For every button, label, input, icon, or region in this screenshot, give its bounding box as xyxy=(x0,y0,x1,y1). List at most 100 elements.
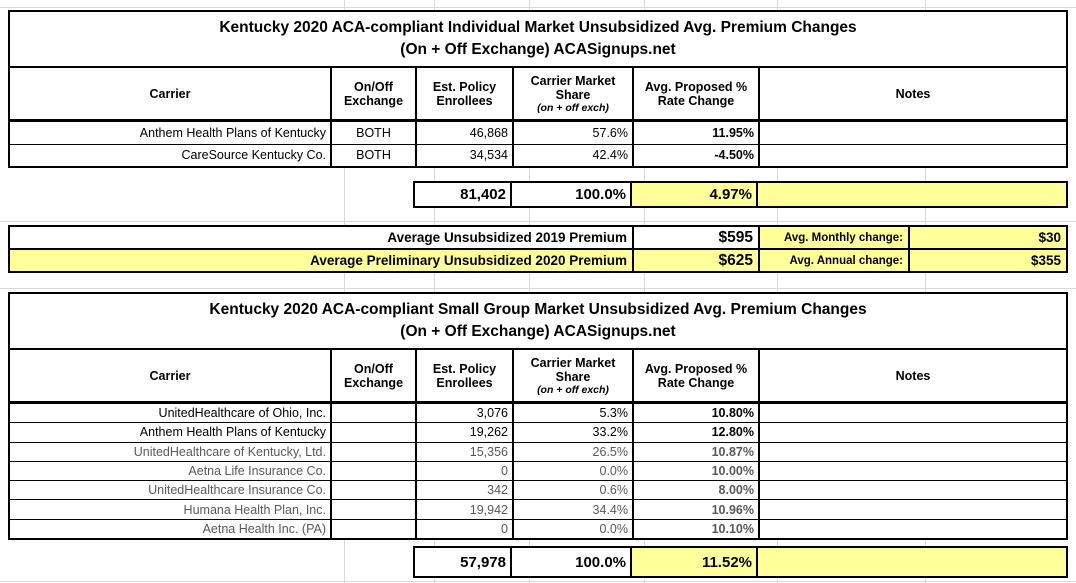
annual-change-label[interactable]: Avg. Annual change: xyxy=(760,250,910,271)
share-cell[interactable]: 5.3% xyxy=(514,404,634,423)
header-market-share-note: (on + off exch) xyxy=(537,101,609,114)
grid-vline xyxy=(925,0,926,583)
rate-cell[interactable]: 12.80% xyxy=(634,423,760,442)
header-market-share[interactable]: Carrier Market Share (on + off exch) xyxy=(514,68,634,119)
premium-2019-value[interactable]: $595 xyxy=(634,227,760,248)
annual-change-value[interactable]: $355 xyxy=(910,250,1066,271)
carrier-cell[interactable]: Anthem Health Plans of Kentucky xyxy=(10,122,332,144)
exchange-cell[interactable] xyxy=(332,519,417,539)
rate-cell[interactable]: 10.10% xyxy=(634,519,760,539)
enrollees-cell[interactable]: 19,942 xyxy=(417,500,514,519)
grid-hline xyxy=(0,581,1076,582)
premium-2020-label[interactable]: Average Preliminary Unsubsidized 2020 Pr… xyxy=(10,250,634,271)
notes-cell[interactable] xyxy=(760,462,1066,480)
share-cell[interactable]: 0.6% xyxy=(514,481,634,500)
header-enrollees[interactable]: Est. Policy Enrollees xyxy=(417,350,514,401)
enrollees-cell[interactable]: 46,868 xyxy=(417,122,514,144)
notes-cell[interactable] xyxy=(760,520,1066,538)
rate-cell[interactable]: 11.95% xyxy=(634,122,760,144)
table-row: UnitedHealthcare of Ohio, Inc. 3,076 5.3… xyxy=(10,403,1066,423)
notes-cell[interactable] xyxy=(760,145,1066,167)
exchange-cell[interactable] xyxy=(332,481,417,500)
exchange-cell[interactable] xyxy=(332,461,417,481)
total-notes-cell[interactable] xyxy=(758,183,1066,206)
premium-2020-value[interactable]: $625 xyxy=(634,250,760,271)
header-market-share[interactable]: Carrier Market Share (on + off exch) xyxy=(514,350,634,401)
header-notes[interactable]: Notes xyxy=(895,368,931,383)
exchange-cell[interactable]: BOTH xyxy=(332,144,417,166)
title-line-2: (On + Off Exchange) ACASignups.net xyxy=(400,323,676,340)
header-carrier[interactable]: Carrier xyxy=(10,350,332,401)
notes-cell[interactable] xyxy=(760,481,1066,499)
notes-cell[interactable] xyxy=(760,443,1066,461)
share-cell[interactable]: 57.6% xyxy=(514,122,634,144)
carrier-cell[interactable]: Aetna Health Inc. (PA) xyxy=(10,519,332,539)
premium-2019-row: Average Unsubsidized 2019 Premium $595 A… xyxy=(10,227,1066,250)
total-rate-cell[interactable]: 11.52% xyxy=(632,548,758,576)
header-carrier[interactable]: Carrier xyxy=(10,68,332,119)
monthly-change-value[interactable]: $30 xyxy=(910,227,1066,248)
notes-cell[interactable] xyxy=(760,404,1066,422)
premium-2019-label[interactable]: Average Unsubsidized 2019 Premium xyxy=(10,227,634,248)
individual-table-title[interactable]: Kentucky 2020 ACA-compliant Individual M… xyxy=(10,12,1066,68)
header-enrollees[interactable]: Est. Policy Enrollees xyxy=(417,68,514,119)
notes-cell[interactable] xyxy=(760,500,1066,518)
small-group-totals-row: 57,978 100.0% 11.52% xyxy=(413,546,1068,578)
header-notes[interactable]: Notes xyxy=(895,86,931,101)
share-cell[interactable]: 34.4% xyxy=(514,500,634,519)
table-row: Humana Health Plan, Inc. 19,942 34.4% 10… xyxy=(10,499,1066,519)
header-market-share-label: Carrier Market Share xyxy=(530,73,616,102)
share-cell[interactable]: 26.5% xyxy=(514,442,634,461)
total-share-cell[interactable]: 100.0% xyxy=(512,183,632,206)
enrollees-cell[interactable]: 15,356 xyxy=(417,442,514,461)
notes-cell[interactable] xyxy=(760,423,1066,441)
total-share-cell[interactable]: 100.0% xyxy=(512,548,632,576)
grid-hline xyxy=(0,7,1076,8)
carrier-cell[interactable]: Humana Health Plan, Inc. xyxy=(10,500,332,519)
notes-cell[interactable] xyxy=(760,122,1066,144)
share-cell[interactable]: 33.2% xyxy=(514,423,634,442)
title-line-1: Kentucky 2020 ACA-compliant Small Group … xyxy=(209,301,867,318)
total-enrollees-cell[interactable]: 81,402 xyxy=(415,183,512,206)
rate-cell[interactable]: 8.00% xyxy=(634,481,760,500)
header-exchange[interactable]: On/Off Exchange xyxy=(332,350,417,401)
rate-cell[interactable]: 10.00% xyxy=(634,461,760,481)
rate-cell[interactable]: 10.87% xyxy=(634,442,760,461)
enrollees-cell[interactable]: 3,076 xyxy=(417,404,514,423)
enrollees-cell[interactable]: 19,262 xyxy=(417,423,514,442)
carrier-cell[interactable]: Aetna Life Insurance Co. xyxy=(10,461,332,481)
carrier-cell[interactable]: UnitedHealthcare Insurance Co. xyxy=(10,481,332,500)
grid-vline xyxy=(644,0,645,583)
header-exchange[interactable]: On/Off Exchange xyxy=(332,68,417,119)
small-group-market-table: Kentucky 2020 ACA-compliant Small Group … xyxy=(8,292,1068,541)
enrollees-cell[interactable]: 34,534 xyxy=(417,144,514,166)
exchange-cell[interactable] xyxy=(332,500,417,519)
carrier-cell[interactable]: UnitedHealthcare of Kentucky, Ltd. xyxy=(10,442,332,461)
small-group-table-title[interactable]: Kentucky 2020 ACA-compliant Small Group … xyxy=(10,294,1066,350)
individual-header-row: Carrier On/Off Exchange Est. Policy Enro… xyxy=(10,68,1066,121)
rate-cell[interactable]: 10.96% xyxy=(634,500,760,519)
exchange-cell[interactable] xyxy=(332,404,417,423)
carrier-cell[interactable]: CareSource Kentucky Co. xyxy=(10,144,332,166)
rate-cell[interactable]: -4.50% xyxy=(634,144,760,166)
table-row: Aetna Health Inc. (PA) 0 0.0% 10.10% xyxy=(10,518,1066,539)
enrollees-cell[interactable]: 342 xyxy=(417,481,514,500)
share-cell[interactable]: 0.0% xyxy=(514,461,634,481)
monthly-change-label[interactable]: Avg. Monthly change: xyxy=(760,227,910,248)
rate-cell[interactable]: 10.80% xyxy=(634,404,760,423)
carrier-cell[interactable]: Anthem Health Plans of Kentucky xyxy=(10,423,332,442)
carrier-cell[interactable]: UnitedHealthcare of Ohio, Inc. xyxy=(10,404,332,423)
share-cell[interactable]: 42.4% xyxy=(514,144,634,166)
enrollees-cell[interactable]: 0 xyxy=(417,461,514,481)
header-rate-change[interactable]: Avg. Proposed % Rate Change xyxy=(634,350,760,401)
individual-market-table: Kentucky 2020 ACA-compliant Individual M… xyxy=(8,10,1068,168)
exchange-cell[interactable]: BOTH xyxy=(332,122,417,144)
exchange-cell[interactable] xyxy=(332,442,417,461)
exchange-cell[interactable] xyxy=(332,423,417,442)
share-cell[interactable]: 0.0% xyxy=(514,519,634,539)
header-rate-change[interactable]: Avg. Proposed % Rate Change xyxy=(634,68,760,119)
total-enrollees-cell[interactable]: 57,978 xyxy=(415,548,512,576)
enrollees-cell[interactable]: 0 xyxy=(417,519,514,539)
total-rate-cell[interactable]: 4.97% xyxy=(632,183,758,206)
total-notes-cell[interactable] xyxy=(758,548,1066,576)
